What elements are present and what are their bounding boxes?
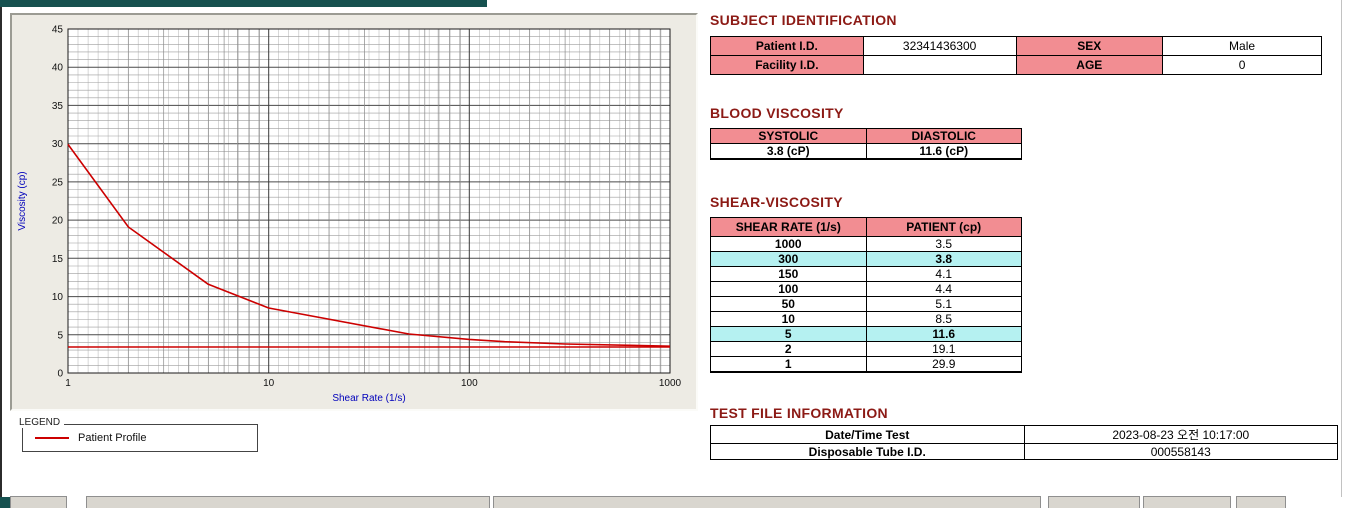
table-row: 10 8.5 <box>710 311 1022 327</box>
legend-title: LEGEND <box>15 417 65 428</box>
patient-cp-header: PATIENT (cp) <box>865 217 1022 237</box>
date-time-test-value: 2023-08-23 오전 10:17:00 <box>1023 425 1338 444</box>
age-label: AGE <box>1015 55 1164 75</box>
bottom-panel-2 <box>86 496 490 508</box>
viscosity-cell: 4.4 <box>865 281 1022 297</box>
svg-text:Shear Rate (1/s): Shear Rate (1/s) <box>332 393 405 404</box>
svg-text:30: 30 <box>52 139 64 150</box>
bottom-panel-1 <box>10 496 67 508</box>
table-row: 1 29.9 <box>710 356 1022 373</box>
disposable-tube-id-label: Disposable Tube I.D. <box>710 443 1025 460</box>
table-row: Facility I.D. AGE 0 <box>710 55 1322 75</box>
table-row: 100 4.4 <box>710 281 1022 297</box>
diastolic-value: 11.6 (cP) <box>865 143 1022 160</box>
svg-text:15: 15 <box>52 254 64 265</box>
facility-id-label: Facility I.D. <box>710 55 864 75</box>
legend-item: Patient Profile <box>23 425 257 451</box>
table-row: SYSTOLIC DIASTOLIC <box>710 128 1022 144</box>
patient-profile-line-swatch <box>35 437 69 439</box>
viscosity-cell: 5.1 <box>865 296 1022 312</box>
table-row: Patient I.D. 32341436300 SEX Male <box>710 36 1322 56</box>
shear-rate-cell: 100 <box>710 281 867 297</box>
viscosity-chart-panel: 0 5 10 15 20 25 30 35 40 45 1 10 100 1000 Shear Rate (… <box>10 13 698 411</box>
shear-viscosity-table: SHEAR RATE (1/s) PATIENT (cp) 1000 3.5 3… <box>710 217 1022 373</box>
svg-text:35: 35 <box>52 101 64 112</box>
viscosity-cell: 19.1 <box>865 341 1022 357</box>
viscosity-cell: 3.8 <box>865 251 1022 267</box>
table-row: 300 3.8 <box>710 251 1022 267</box>
viscosity-cell: 11.6 <box>865 326 1022 342</box>
shear-rate-cell: 50 <box>710 296 867 312</box>
patient-id-value: 32341436300 <box>862 36 1017 56</box>
facility-id-value <box>862 55 1017 75</box>
window-right-edge <box>1341 0 1342 497</box>
table-row: Date/Time Test 2023-08-23 오전 10:17:00 <box>710 425 1338 444</box>
shear-rate-cell: 10 <box>710 311 867 327</box>
table-header-row: SHEAR RATE (1/s) PATIENT (cp) <box>710 217 1022 237</box>
shear-rate-header: SHEAR RATE (1/s) <box>710 217 867 237</box>
disposable-tube-id-value: 000558143 <box>1023 443 1338 460</box>
age-value: 0 <box>1162 55 1322 75</box>
patient-id-label: Patient I.D. <box>710 36 864 56</box>
svg-text:1: 1 <box>65 378 71 389</box>
diastolic-header: DIASTOLIC <box>865 128 1022 144</box>
legend-groupbox: LEGEND Patient Profile <box>15 417 258 452</box>
svg-text:5: 5 <box>57 330 63 341</box>
legend-item-label: Patient Profile <box>78 432 147 444</box>
bottom-panel-5 <box>1143 496 1231 508</box>
top-titlebar-strip <box>0 0 487 7</box>
svg-text:100: 100 <box>461 378 478 389</box>
table-row: 150 4.1 <box>710 266 1022 282</box>
systolic-value: 3.8 (cP) <box>710 143 867 160</box>
date-time-test-label: Date/Time Test <box>710 425 1025 444</box>
subject-identification-table: Patient I.D. 32341436300 SEX Male Facili… <box>710 36 1322 75</box>
svg-text:Viscosity (cp): Viscosity (cp) <box>17 171 28 230</box>
table-row: 5 11.6 <box>710 326 1022 342</box>
viscosity-cell: 29.9 <box>865 356 1022 373</box>
table-row: 1000 3.5 <box>710 236 1022 252</box>
shear-rate-cell: 150 <box>710 266 867 282</box>
table-row: Disposable Tube I.D. 000558143 <box>710 443 1338 460</box>
table-row: 3.8 (cP) 11.6 (cP) <box>710 143 1022 160</box>
svg-text:10: 10 <box>52 292 64 303</box>
shear-viscosity-title: SHEAR-VISCOSITY <box>710 194 843 210</box>
report-details: SUBJECT IDENTIFICATION Patient I.D. 3234… <box>710 12 1338 460</box>
table-row: 2 19.1 <box>710 341 1022 357</box>
svg-text:1000: 1000 <box>659 378 682 389</box>
test-file-information-table: Date/Time Test 2023-08-23 오전 10:17:00 Di… <box>710 425 1338 460</box>
svg-text:45: 45 <box>52 25 64 36</box>
blood-viscosity-title: BLOOD VISCOSITY <box>710 105 844 121</box>
bottom-panel-4 <box>1048 496 1140 508</box>
svg-text:25: 25 <box>52 177 64 188</box>
sex-label: SEX <box>1015 36 1164 56</box>
shear-rate-cell: 5 <box>710 326 867 342</box>
test-file-information-title: TEST FILE INFORMATION <box>710 405 888 421</box>
svg-text:0: 0 <box>57 369 63 380</box>
viscosity-cell: 8.5 <box>865 311 1022 327</box>
shear-rate-cell: 1 <box>710 356 867 373</box>
svg-text:40: 40 <box>52 63 64 74</box>
shear-viscosity-chart: 0 5 10 15 20 25 30 35 40 45 1 10 100 1000 Shear Rate (… <box>17 25 682 405</box>
bottom-panel-3 <box>493 496 1041 508</box>
svg-text:10: 10 <box>263 378 275 389</box>
viscosity-cell: 3.5 <box>865 236 1022 252</box>
shear-rate-cell: 1000 <box>710 236 867 252</box>
blood-viscosity-table: SYSTOLIC DIASTOLIC 3.8 (cP) 11.6 (cP) <box>710 128 1022 160</box>
bottom-left-corner-strip <box>0 497 10 508</box>
table-row: 50 5.1 <box>710 296 1022 312</box>
sex-value: Male <box>1162 36 1322 56</box>
subject-identification-title: SUBJECT IDENTIFICATION <box>710 12 897 28</box>
bottom-panel-6 <box>1236 496 1286 508</box>
viscosity-cell: 4.1 <box>865 266 1022 282</box>
window-left-edge <box>0 0 2 508</box>
shear-rate-cell: 2 <box>710 341 867 357</box>
shear-rate-cell: 300 <box>710 251 867 267</box>
svg-text:20: 20 <box>52 216 64 227</box>
systolic-header: SYSTOLIC <box>710 128 867 144</box>
